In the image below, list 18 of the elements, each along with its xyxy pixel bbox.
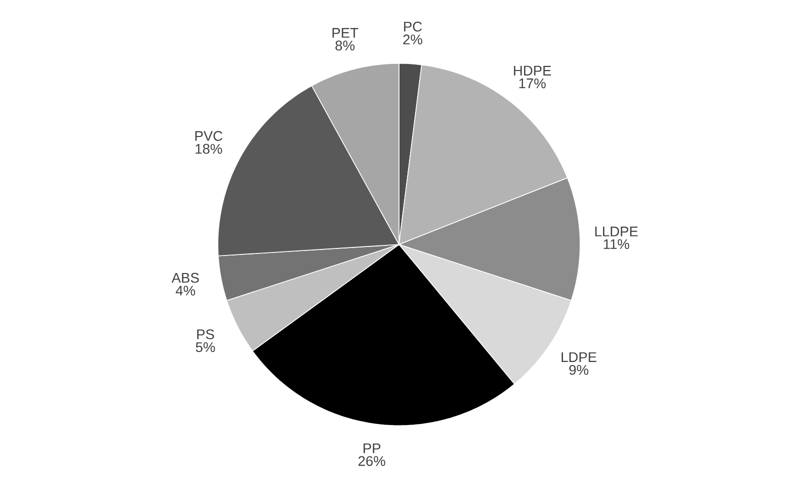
data-label: 26% <box>358 456 386 466</box>
data-label: 18% <box>196 144 222 154</box>
slice-label: ABS <box>172 272 199 283</box>
data-label: 11% <box>604 239 630 249</box>
data-label: 9% <box>569 364 588 375</box>
data-label: 8% <box>335 40 355 50</box>
slice-label: LLDPE <box>595 226 638 236</box>
slice-label: HDPE <box>514 66 551 76</box>
data-label: 2% <box>403 34 422 44</box>
slice-label: PC <box>404 22 422 32</box>
slice-label: PP <box>364 444 380 454</box>
slice-label: PS <box>197 329 214 340</box>
data-label: 5% <box>196 342 215 352</box>
slice-label: PET <box>332 28 358 38</box>
data-label: 4% <box>176 286 196 296</box>
slice-label: PVC <box>195 131 222 141</box>
slice-label: LDPE <box>562 352 596 362</box>
data-label: 17% <box>519 78 546 88</box>
